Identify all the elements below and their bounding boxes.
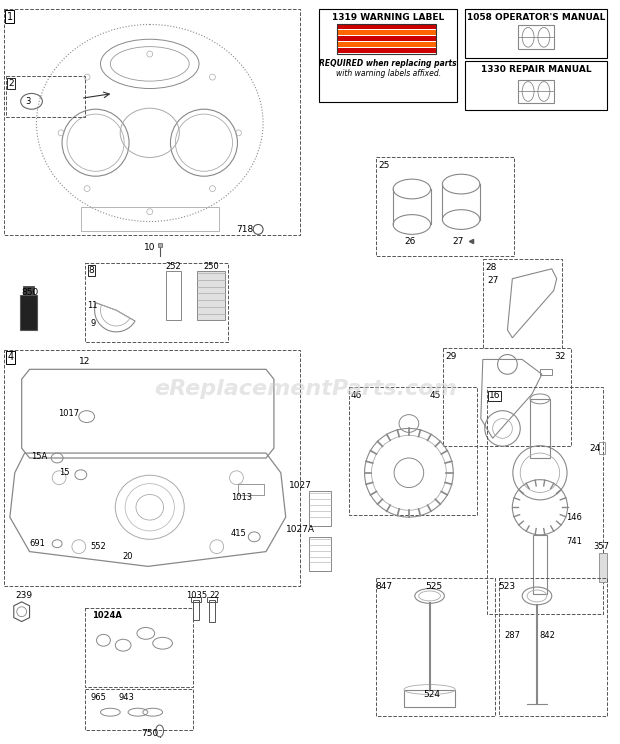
Text: 415: 415 — [231, 530, 246, 539]
Text: 46: 46 — [351, 391, 362, 400]
Text: 252: 252 — [166, 263, 181, 272]
Bar — [599, 553, 607, 582]
Bar — [309, 537, 331, 571]
Text: 3: 3 — [25, 97, 30, 106]
Text: 1013: 1013 — [231, 493, 252, 502]
Bar — [337, 42, 435, 47]
Text: 287: 287 — [504, 631, 520, 640]
Text: 27: 27 — [453, 237, 464, 246]
Text: 239: 239 — [15, 591, 32, 600]
Text: 1024A: 1024A — [92, 611, 122, 620]
Text: 27: 27 — [487, 276, 498, 285]
Bar — [376, 158, 515, 256]
Text: 24: 24 — [590, 443, 601, 452]
Text: 1330 REPAIR MANUAL: 1330 REPAIR MANUAL — [480, 65, 591, 74]
Bar — [6, 76, 85, 117]
Text: 250: 250 — [203, 263, 219, 272]
Bar — [518, 80, 554, 103]
Bar — [85, 688, 193, 730]
Bar — [465, 61, 607, 110]
Text: 1319 WARNING LABEL: 1319 WARNING LABEL — [332, 13, 445, 22]
Text: 1027A: 1027A — [286, 525, 315, 534]
Text: 850: 850 — [21, 288, 38, 297]
Text: 524: 524 — [423, 690, 440, 699]
Bar — [533, 535, 547, 594]
Text: 750: 750 — [141, 729, 158, 738]
Bar — [191, 597, 201, 602]
Text: 525: 525 — [425, 582, 442, 591]
Bar — [404, 690, 455, 708]
Bar — [81, 207, 219, 231]
Bar — [85, 608, 193, 687]
Bar — [443, 347, 572, 446]
Bar — [337, 36, 435, 41]
Text: 1027: 1027 — [289, 481, 312, 490]
Text: 22: 22 — [210, 591, 220, 600]
Text: 10: 10 — [144, 243, 156, 251]
Text: 4: 4 — [8, 353, 14, 362]
Text: 965: 965 — [91, 693, 107, 702]
Bar — [23, 286, 35, 295]
Text: 28: 28 — [485, 263, 497, 272]
Text: 691: 691 — [30, 539, 45, 548]
Bar — [197, 271, 224, 320]
Bar — [518, 25, 554, 49]
Text: 9: 9 — [91, 318, 96, 327]
Text: 357: 357 — [593, 542, 609, 551]
Text: 25: 25 — [379, 161, 390, 170]
Bar — [193, 600, 199, 620]
Text: 146: 146 — [567, 513, 582, 522]
Bar — [487, 387, 603, 614]
Bar — [309, 492, 331, 526]
Text: 11: 11 — [87, 301, 98, 310]
Bar — [337, 48, 435, 53]
Bar — [20, 295, 37, 330]
Text: 741: 741 — [567, 537, 582, 546]
Bar — [498, 578, 607, 716]
Text: 552: 552 — [91, 542, 107, 551]
Text: 847: 847 — [376, 582, 393, 591]
Text: 12: 12 — [79, 357, 91, 366]
Text: 20: 20 — [123, 552, 133, 561]
Bar — [85, 263, 228, 341]
Text: 15A: 15A — [31, 452, 48, 461]
Text: 32: 32 — [554, 352, 565, 361]
Text: 15: 15 — [59, 468, 69, 477]
Bar — [349, 387, 477, 515]
Text: 718: 718 — [236, 225, 253, 234]
Bar — [4, 9, 299, 235]
Bar — [483, 259, 562, 347]
Text: 1017: 1017 — [58, 409, 79, 418]
Bar — [465, 9, 607, 58]
Text: 943: 943 — [118, 693, 134, 702]
Text: REQUIRED when replacing parts: REQUIRED when replacing parts — [319, 60, 457, 68]
Text: 1: 1 — [7, 12, 13, 22]
Text: 2: 2 — [8, 79, 14, 88]
Text: eReplacementParts.com: eReplacementParts.com — [154, 379, 457, 399]
Text: with warning labels affixed.: with warning labels affixed. — [335, 69, 441, 78]
Text: 842: 842 — [539, 631, 555, 640]
Bar — [4, 350, 299, 586]
Bar — [319, 9, 457, 103]
Bar — [376, 578, 495, 716]
Bar — [599, 442, 605, 454]
Text: 1035: 1035 — [187, 591, 208, 600]
Bar — [207, 597, 217, 602]
Bar — [530, 399, 550, 458]
Text: 26: 26 — [404, 237, 415, 246]
Text: 45: 45 — [430, 391, 441, 400]
Bar — [209, 600, 215, 621]
Text: 29: 29 — [446, 352, 457, 361]
Text: 1058 OPERATOR'S MANUAL: 1058 OPERATOR'S MANUAL — [467, 13, 605, 22]
Bar — [239, 484, 264, 496]
Bar — [337, 31, 435, 35]
Text: 523: 523 — [498, 582, 515, 591]
Bar — [337, 25, 435, 54]
Text: 16: 16 — [489, 391, 500, 400]
Bar — [337, 25, 435, 30]
Bar — [166, 271, 181, 320]
Bar — [540, 369, 552, 375]
Text: 8: 8 — [89, 266, 94, 275]
